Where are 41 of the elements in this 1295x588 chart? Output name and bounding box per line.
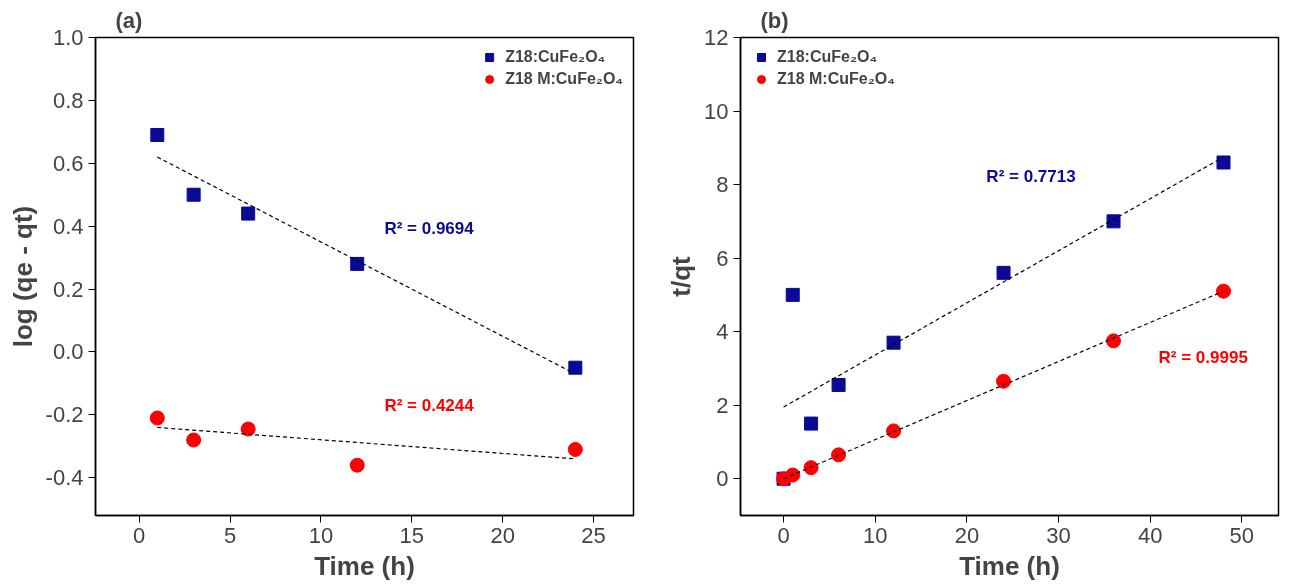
annotation: R² = 0.7713 xyxy=(986,166,1076,186)
y-tick-label: 4 xyxy=(716,319,729,345)
y-tick-label: 0.8 xyxy=(52,87,84,113)
x-axis-title: Time (h) xyxy=(959,550,1060,581)
chart-title: (a) xyxy=(115,7,143,33)
y-axis-title: t/qt xyxy=(666,255,697,297)
y-tick-label: 0.2 xyxy=(52,276,84,302)
x-tick-label: 5 xyxy=(223,522,237,548)
chart-title: (b) xyxy=(760,7,789,33)
y-tick-label: 10 xyxy=(704,98,729,124)
x-tick-label: 40 xyxy=(1137,522,1163,548)
x-tick-label: 30 xyxy=(1046,522,1071,548)
y-tick-label: 0.0 xyxy=(52,339,84,365)
legend-label: Z18 M:CuFe₂O₄ xyxy=(777,70,895,88)
y-tick-label: -0.4 xyxy=(45,465,84,491)
x-tick-label: 10 xyxy=(862,522,888,548)
y-tick-label: 0.6 xyxy=(52,150,84,176)
y-tick-label: 6 xyxy=(716,245,729,271)
y-tick-label: -0.2 xyxy=(45,402,84,428)
y-tick-label: 0.4 xyxy=(52,213,84,239)
y-tick-label: 2 xyxy=(716,392,729,418)
x-tick-label: 20 xyxy=(954,522,980,548)
x-axis-title: Time (h) xyxy=(314,550,415,581)
annotation: R² = 0.9995 xyxy=(1158,348,1248,368)
x-tick-label: 0 xyxy=(133,522,146,548)
y-tick-label: 0 xyxy=(716,466,729,492)
x-tick-label: 10 xyxy=(308,522,334,548)
legend-label: Z18:CuFe₂O₄ xyxy=(777,48,878,66)
y-tick-label: 8 xyxy=(716,172,729,198)
y-axis-title: log (qe - qt) xyxy=(7,205,38,348)
y-tick-label: 12 xyxy=(704,25,729,50)
annotation: R² = 0.9694 xyxy=(384,219,475,239)
y-tick-label: 1.0 xyxy=(52,25,84,50)
x-tick-label: 20 xyxy=(490,522,515,548)
x-tick-label: 0 xyxy=(777,522,790,548)
annotation: R² = 0.4244 xyxy=(384,396,475,416)
legend-label: Z18 M:CuFe₂O₄ xyxy=(505,70,623,88)
legend-label: Z18:CuFe₂O₄ xyxy=(505,48,606,66)
x-tick-label: 25 xyxy=(581,522,606,548)
x-tick-label: 50 xyxy=(1229,522,1255,548)
x-tick-label: 15 xyxy=(399,522,425,548)
